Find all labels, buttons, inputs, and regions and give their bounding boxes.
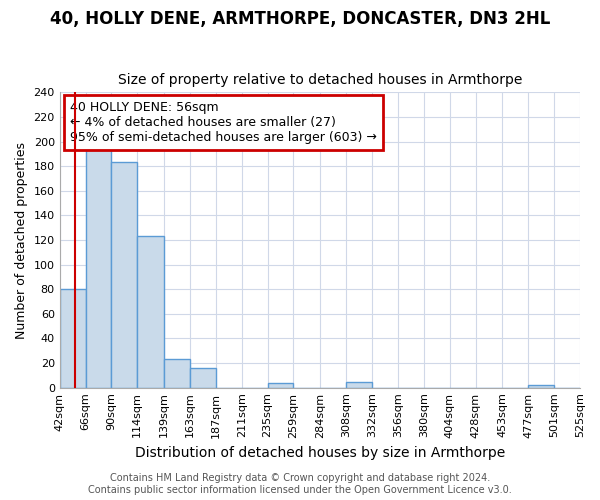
Text: 40 HOLLY DENE: 56sqm
← 4% of detached houses are smaller (27)
95% of semi-detach: 40 HOLLY DENE: 56sqm ← 4% of detached ho… <box>70 101 377 144</box>
Title: Size of property relative to detached houses in Armthorpe: Size of property relative to detached ho… <box>118 73 522 87</box>
Bar <box>59 289 86 388</box>
Bar <box>190 368 216 388</box>
Bar <box>346 382 372 388</box>
Bar <box>112 162 137 388</box>
Bar <box>528 385 554 388</box>
Bar <box>268 383 293 388</box>
Y-axis label: Number of detached properties: Number of detached properties <box>15 142 28 338</box>
Bar <box>137 236 164 388</box>
Text: Contains HM Land Registry data © Crown copyright and database right 2024.
Contai: Contains HM Land Registry data © Crown c… <box>88 474 512 495</box>
Bar <box>86 142 112 388</box>
Text: 40, HOLLY DENE, ARMTHORPE, DONCASTER, DN3 2HL: 40, HOLLY DENE, ARMTHORPE, DONCASTER, DN… <box>50 10 550 28</box>
Bar <box>164 360 190 388</box>
X-axis label: Distribution of detached houses by size in Armthorpe: Distribution of detached houses by size … <box>135 446 505 460</box>
